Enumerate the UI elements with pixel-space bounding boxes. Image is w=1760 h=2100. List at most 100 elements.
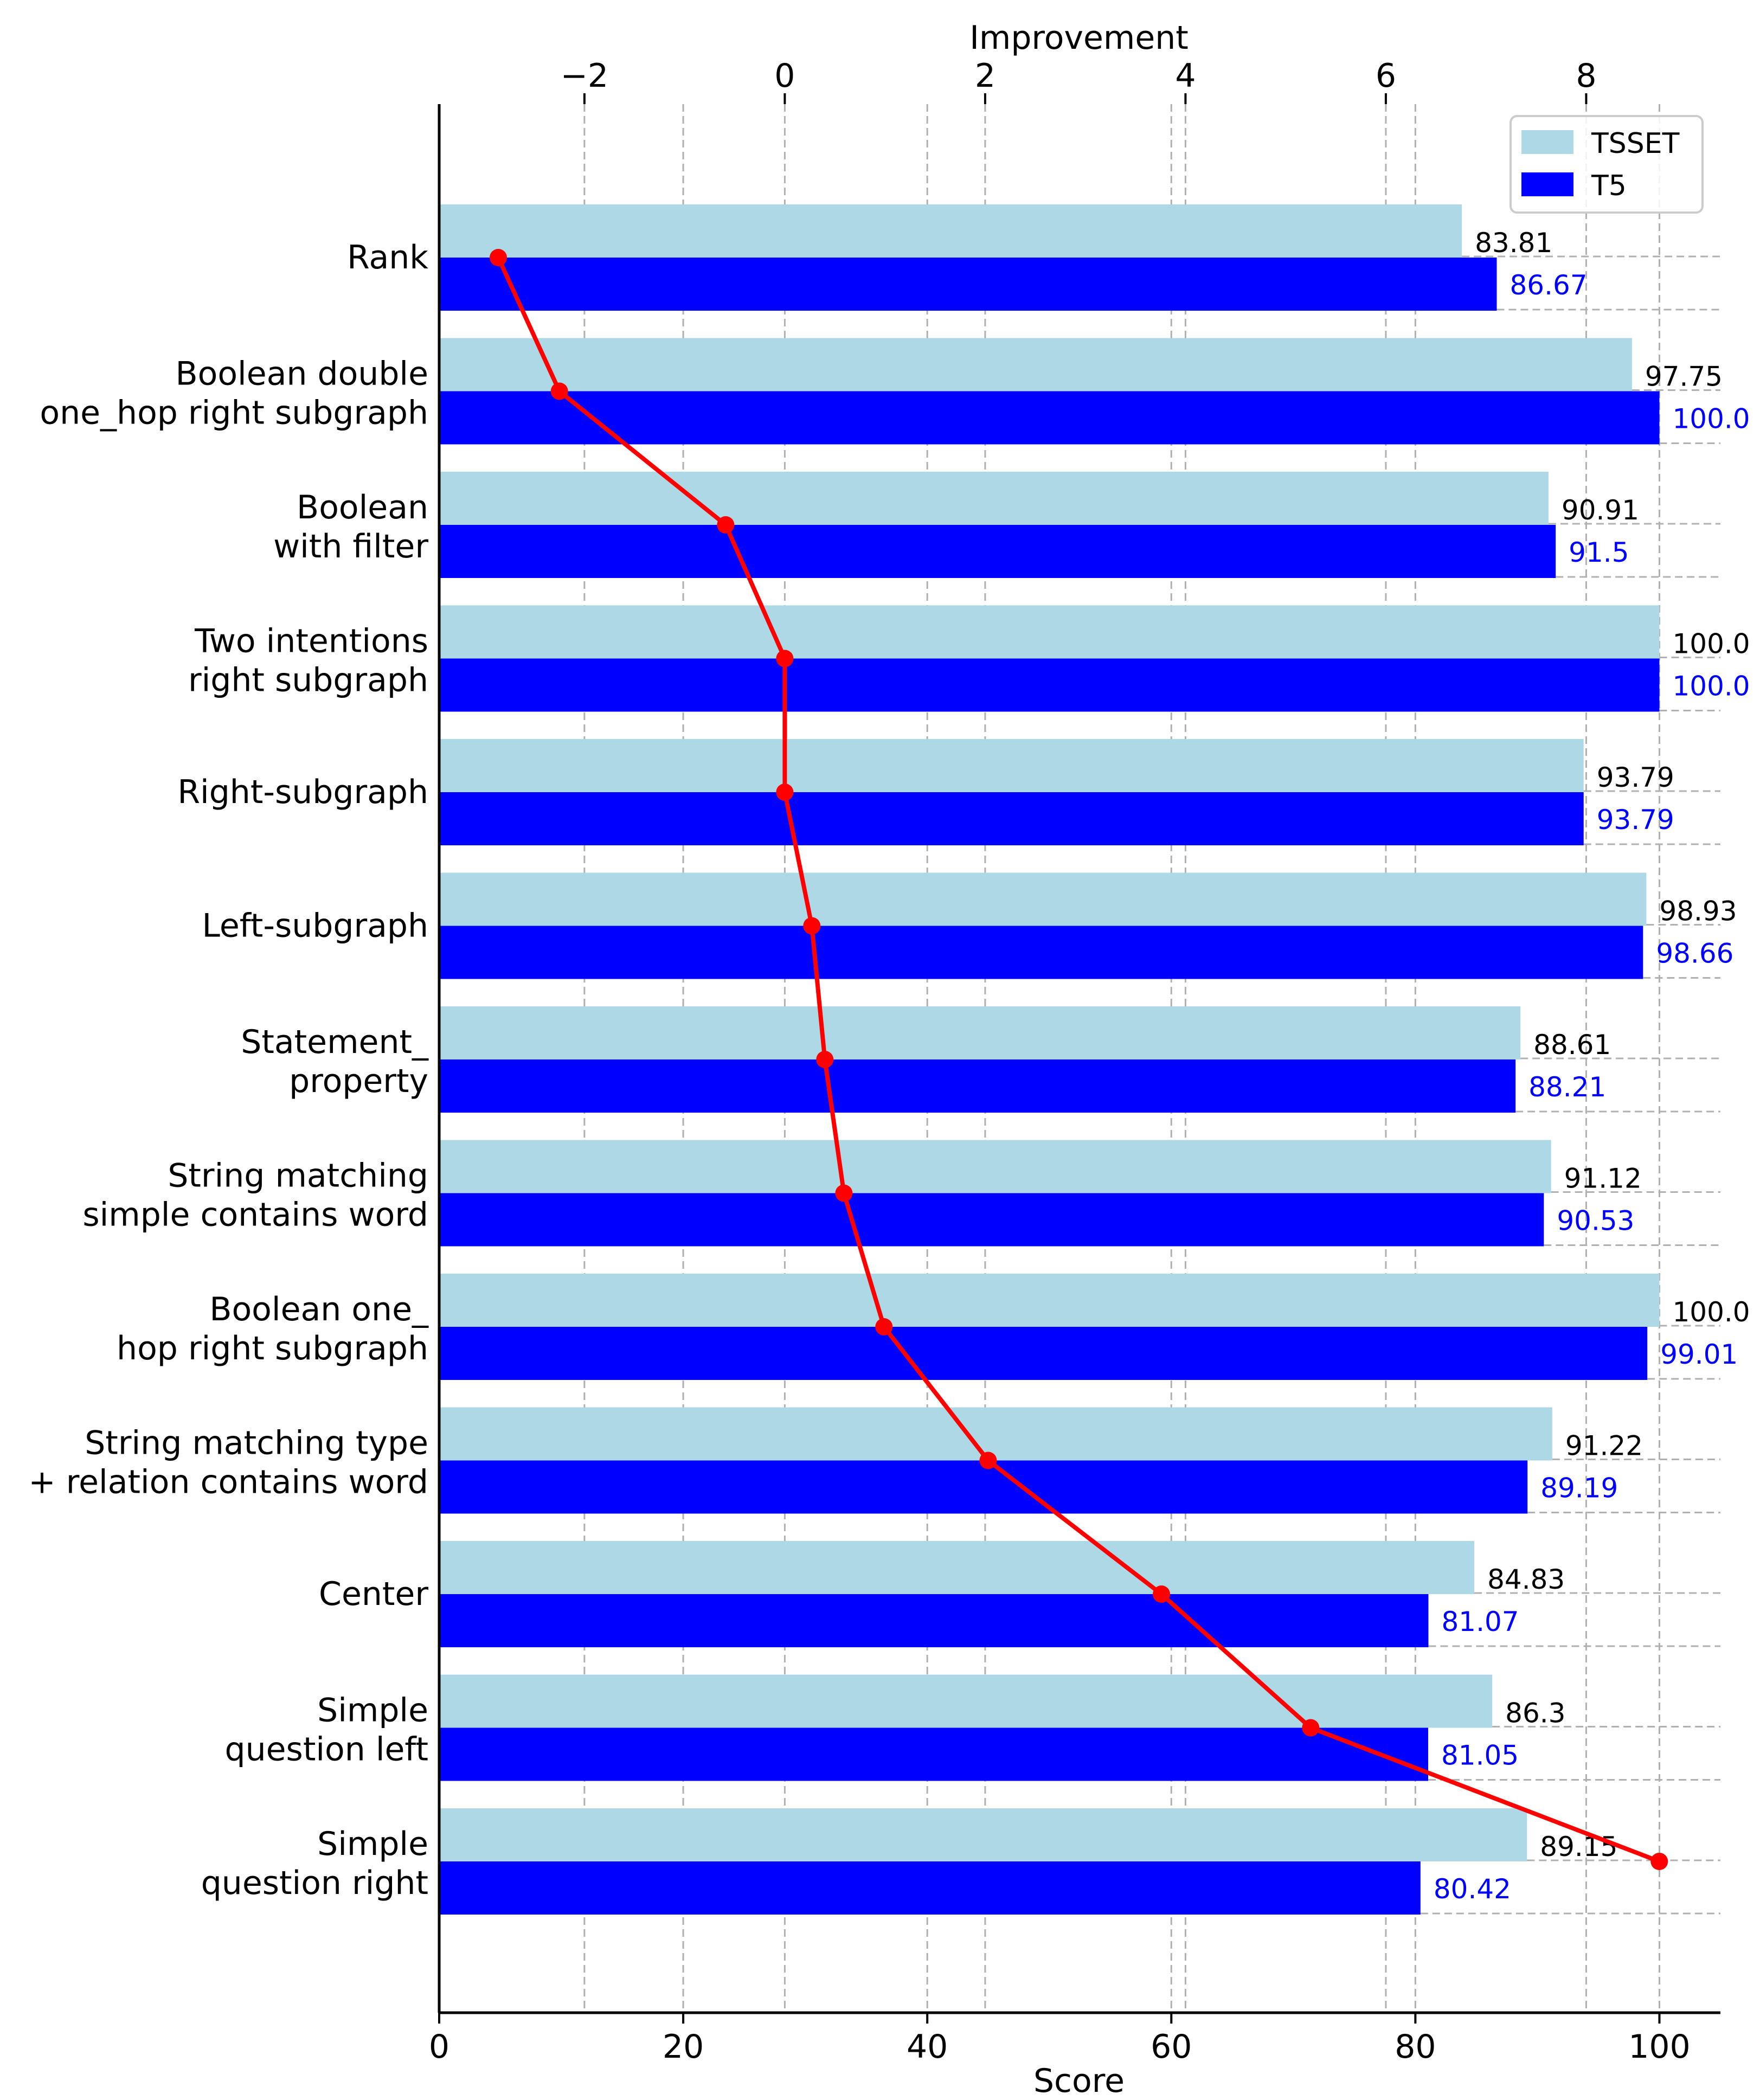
category-label-12-line2: question right bbox=[201, 1864, 428, 1902]
value-label-t5-4: 93.79 bbox=[1597, 804, 1674, 836]
bar-tsset-2 bbox=[439, 472, 1549, 525]
bar-tsset-6 bbox=[439, 1006, 1521, 1059]
improvement-point-3 bbox=[776, 650, 794, 667]
category-label-2-line1: Boolean bbox=[297, 489, 428, 526]
category-label-3-line2: right subgraph bbox=[188, 662, 428, 699]
value-label-t5-2: 91.5 bbox=[1569, 537, 1629, 568]
legend-label-t5: T5 bbox=[1591, 170, 1627, 202]
bar-tsset-5 bbox=[439, 872, 1647, 926]
bar-tsset-9 bbox=[439, 1407, 1552, 1461]
x-tick-label-0: 0 bbox=[429, 2028, 449, 2066]
value-label-tsset-11: 86.3 bbox=[1505, 1698, 1565, 1729]
bar-tsset-12 bbox=[439, 1808, 1527, 1861]
bar-tsset-1 bbox=[439, 338, 1632, 391]
category-label-7-line2: simple contains word bbox=[82, 1196, 428, 1234]
legend-label-tsset: TSSET bbox=[1591, 127, 1680, 160]
x2-tick-label-1: 0 bbox=[774, 57, 795, 95]
value-label-t5-7: 90.53 bbox=[1557, 1205, 1634, 1237]
bar-t5-2 bbox=[439, 525, 1556, 578]
improvement-point-12 bbox=[1650, 1853, 1668, 1870]
category-label-12-line1: Simple bbox=[317, 1825, 428, 1863]
value-label-tsset-1: 97.75 bbox=[1645, 361, 1723, 393]
value-label-tsset-4: 93.79 bbox=[1597, 762, 1674, 793]
bar-t5-9 bbox=[439, 1460, 1528, 1514]
bar-t5-6 bbox=[439, 1059, 1516, 1113]
category-label-6-line1: Statement_ bbox=[241, 1023, 429, 1061]
x-tick-label-3: 60 bbox=[1151, 2028, 1192, 2066]
improvement-point-7 bbox=[835, 1184, 853, 1202]
x2-tick-label-2: 2 bbox=[975, 57, 995, 95]
value-label-t5-3: 100.0 bbox=[1672, 671, 1750, 702]
category-label-1-line2: one_hop right subgraph bbox=[40, 394, 428, 432]
category-label-7-line1: String matching bbox=[168, 1157, 428, 1195]
bar-tsset-4 bbox=[439, 739, 1584, 792]
x-tick-label-2: 40 bbox=[907, 2028, 948, 2066]
bar-tsset-8 bbox=[439, 1274, 1660, 1327]
improvement-point-10 bbox=[1153, 1585, 1171, 1603]
category-label-9-line1: String matching type bbox=[85, 1424, 428, 1462]
x2-tick-label-4: 6 bbox=[1376, 57, 1396, 95]
bar-tsset-3 bbox=[439, 605, 1660, 659]
value-label-t5-0: 86.67 bbox=[1510, 269, 1587, 301]
category-label-6-line2: property bbox=[289, 1062, 428, 1100]
value-label-t5-8: 99.01 bbox=[1660, 1339, 1738, 1370]
legend-swatch-t5 bbox=[1521, 172, 1573, 196]
x-tick-label-4: 80 bbox=[1395, 2028, 1436, 2066]
value-label-tsset-0: 83.81 bbox=[1475, 227, 1552, 259]
category-label-8-line2: hop right subgraph bbox=[117, 1330, 428, 1367]
value-label-tsset-9: 91.22 bbox=[1565, 1430, 1643, 1462]
bar-t5-8 bbox=[439, 1327, 1648, 1380]
improvement-point-2 bbox=[717, 516, 735, 534]
improvement-point-8 bbox=[875, 1318, 893, 1335]
improvement-point-4 bbox=[776, 784, 794, 801]
value-label-tsset-6: 88.61 bbox=[1533, 1029, 1611, 1061]
value-label-t5-6: 88.21 bbox=[1528, 1071, 1606, 1103]
value-label-tsset-10: 84.83 bbox=[1487, 1564, 1565, 1595]
x2-tick-label-3: 4 bbox=[1175, 57, 1196, 95]
improvement-point-1 bbox=[550, 382, 568, 400]
category-label-11-line2: question left bbox=[225, 1731, 428, 1769]
category-label-4: Right-subgraph bbox=[177, 773, 428, 811]
category-label-8-line1: Boolean one_ bbox=[209, 1290, 429, 1328]
value-label-t5-1: 100.0 bbox=[1672, 403, 1750, 435]
value-label-t5-11: 81.05 bbox=[1441, 1740, 1519, 1771]
x2-tick-label-5: 8 bbox=[1576, 57, 1596, 95]
category-label-2-line2: with filter bbox=[273, 528, 428, 566]
bar-t5-10 bbox=[439, 1594, 1429, 1647]
value-label-tsset-3: 100.0 bbox=[1672, 628, 1750, 660]
bar-t5-3 bbox=[439, 658, 1660, 712]
improvement-point-11 bbox=[1302, 1719, 1320, 1737]
bar-t5-7 bbox=[439, 1193, 1544, 1247]
improvement-point-9 bbox=[979, 1452, 997, 1469]
category-label-0: Rank bbox=[347, 239, 428, 277]
category-label-3-line1: Two intentions bbox=[194, 622, 428, 660]
bar-t5-4 bbox=[439, 792, 1584, 845]
bar-tsset-7 bbox=[439, 1140, 1551, 1193]
value-label-tsset-7: 91.12 bbox=[1564, 1163, 1642, 1195]
bar-tsset-11 bbox=[439, 1674, 1493, 1728]
x2-tick-label-0: −2 bbox=[561, 57, 608, 95]
improvement-point-0 bbox=[490, 249, 508, 266]
value-label-tsset-5: 98.93 bbox=[1659, 896, 1737, 927]
value-label-t5-10: 81.07 bbox=[1441, 1606, 1519, 1637]
x-tick-label-5: 100 bbox=[1628, 2028, 1691, 2066]
bar-t5-1 bbox=[439, 391, 1660, 445]
category-label-10: Center bbox=[319, 1575, 428, 1613]
category-label-9-line2: + relation contains word bbox=[28, 1463, 428, 1501]
value-label-tsset-12: 89.15 bbox=[1540, 1831, 1617, 1863]
value-label-tsset-2: 90.91 bbox=[1562, 495, 1639, 526]
legend-swatch-tsset bbox=[1521, 130, 1573, 154]
improvement-point-6 bbox=[816, 1051, 834, 1068]
bar-t5-0 bbox=[439, 258, 1497, 311]
improvement-point-5 bbox=[803, 917, 821, 935]
bar-tsset-10 bbox=[439, 1541, 1475, 1594]
value-label-tsset-8: 100.0 bbox=[1672, 1296, 1750, 1328]
value-label-t5-9: 89.19 bbox=[1540, 1473, 1618, 1504]
bar-tsset-0 bbox=[439, 204, 1462, 258]
category-label-1-line1: Boolean double bbox=[175, 355, 428, 393]
x-tick-label-1: 20 bbox=[663, 2028, 704, 2066]
x2-axis-label: Improvement bbox=[969, 19, 1189, 57]
value-label-t5-5: 98.66 bbox=[1656, 938, 1733, 969]
